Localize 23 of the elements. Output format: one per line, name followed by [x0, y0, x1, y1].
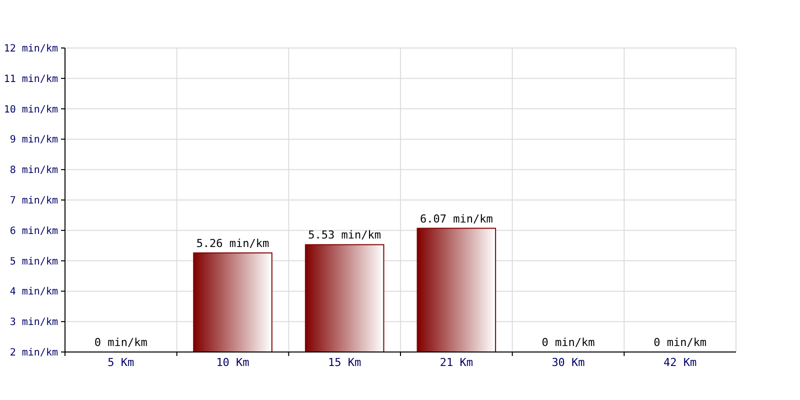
- y-tick-label: 5 min/km: [10, 256, 58, 268]
- text: 0 min/km: [94, 336, 148, 349]
- data-label: 5.26 min/km: [196, 236, 270, 250]
- y-tick-label: 10 min/km: [4, 104, 58, 116]
- y-tick-label: 12 min/km: [4, 44, 58, 54]
- y-tick-label: 6 min/km: [10, 226, 58, 237]
- text: 0 min/km: [654, 336, 707, 349]
- y-tick-label: 9 min/km: [10, 134, 58, 146]
- x-tick-label: 10 Km: [216, 356, 250, 369]
- x-tick-label: 5 Km: [108, 356, 135, 369]
- x-tick-label: 21 Km: [440, 356, 474, 369]
- x-tick-label: 30 Km: [552, 356, 586, 369]
- y-tick-label: 8 min/km: [10, 165, 58, 176]
- y-tick-label: 4 min/km: [10, 286, 58, 298]
- y-tick-label: 11 min/km: [4, 74, 58, 85]
- data-label: 6.07 min/km: [420, 212, 494, 226]
- y-tick-label: 3 min/km: [10, 317, 58, 328]
- y-tick-label: 7 min/km: [10, 196, 58, 206]
- data-label: 5.53 min/km: [308, 228, 382, 242]
- x-tick-label: 42 Km: [664, 356, 698, 369]
- x-tick-label: 15 Km: [328, 356, 362, 369]
- y-tick-label: 2 min/km: [10, 348, 58, 358]
- text: 0 min/km: [542, 336, 595, 349]
